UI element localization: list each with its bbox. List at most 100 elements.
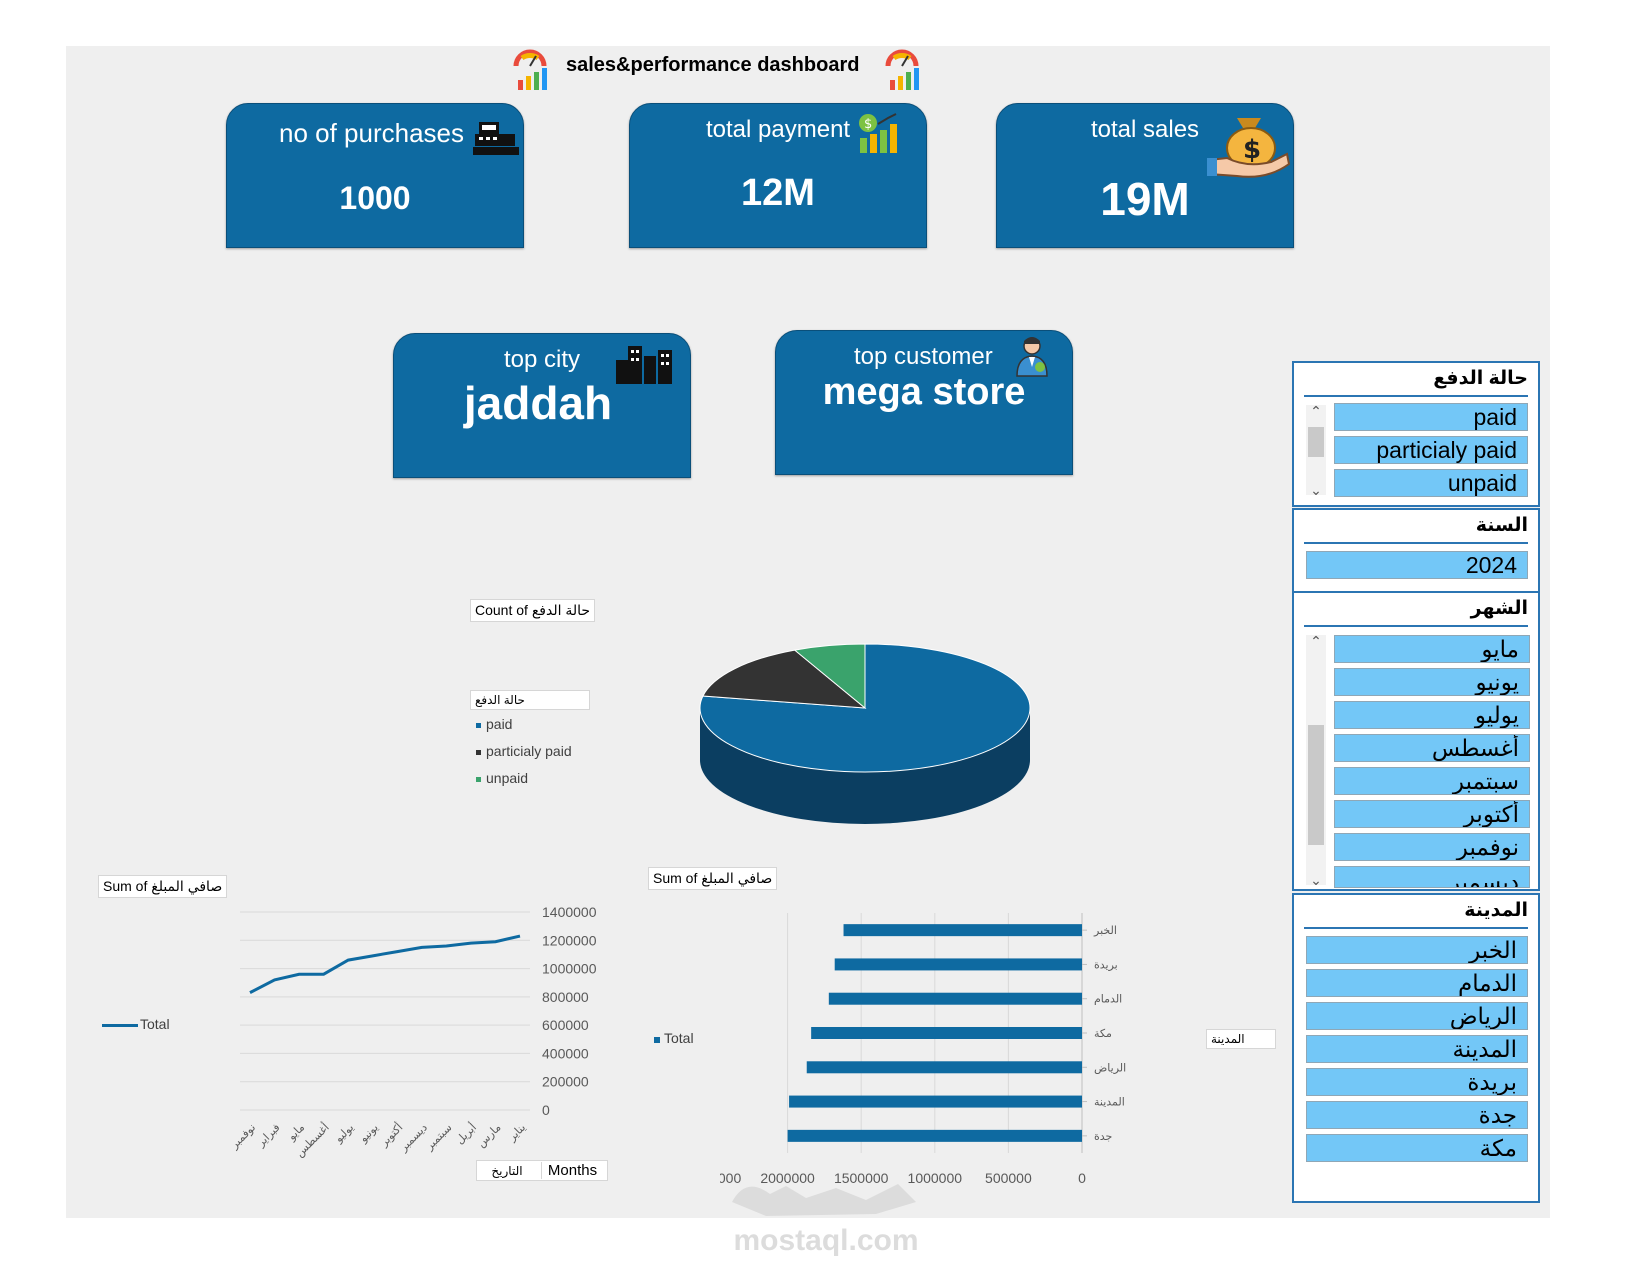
slicer-item-city[interactable]: المدينة xyxy=(1306,1035,1528,1063)
kpi-card-payment[interactable]: total payment $ 12M xyxy=(629,103,927,248)
bar-field-button[interactable]: Sum of صافي المبلغ xyxy=(648,867,778,890)
slicer-divider xyxy=(1304,927,1528,929)
y-tick-label: مكة xyxy=(1094,1027,1112,1040)
pie-chart xyxy=(699,643,1031,824)
x-tick-label: يونيو xyxy=(356,1121,381,1146)
y-tick-label: بريدة xyxy=(1094,958,1118,971)
kpi-label: total payment xyxy=(706,116,851,143)
gauge-chart-icon xyxy=(513,49,547,90)
scroll-down-icon[interactable]: ⌄ xyxy=(1310,482,1322,498)
slicer-item-city[interactable]: الدمام xyxy=(1306,969,1528,997)
slicer-item-month[interactable]: يوليو xyxy=(1334,701,1530,729)
y-tick-label: 1000000 xyxy=(542,961,597,977)
money-growth-chart-icon: $ xyxy=(859,113,897,153)
scroll-up-icon[interactable]: ⌃ xyxy=(1310,633,1322,649)
kpi-card-top-city[interactable]: top city jaddah xyxy=(393,333,691,478)
pie-legend-item: particialy paid xyxy=(476,743,572,759)
x-tick-label: نوفمبر xyxy=(227,1121,258,1152)
slicer-item-particialy-paid[interactable]: particialy paid xyxy=(1334,436,1528,464)
kpi-card-sales[interactable]: total sales $ 19M xyxy=(996,103,1294,248)
customer-person-icon xyxy=(1016,337,1048,377)
line-axis-field-buttons[interactable]: التاريخ Months xyxy=(476,1160,608,1181)
kpi-label: top customer xyxy=(854,343,993,370)
line-chart: 1400000 1200000 1000000 800000 600000 400000 2… xyxy=(227,904,597,1160)
axis-field-months[interactable]: Months xyxy=(540,1162,598,1179)
y-tick-label: 200000 xyxy=(542,1074,589,1090)
slicer-divider xyxy=(1304,542,1528,544)
line-field-button[interactable]: Sum of صافي المبلغ xyxy=(98,875,228,898)
legend-swatch xyxy=(476,776,481,782)
slicer-item-month[interactable]: سبتمبر xyxy=(1334,767,1530,795)
slicer-item-month[interactable]: أكتوبر xyxy=(1334,800,1530,828)
kpi-card-purchases[interactable]: no of purchases 1000 xyxy=(226,103,524,248)
slicer-item-paid[interactable]: paid xyxy=(1334,403,1528,431)
pie-side xyxy=(700,708,1030,824)
slicer-month: الشهر ⌃ ⌄ مايو يونيو يوليو أغسطس سبتمبر … xyxy=(1292,591,1540,891)
bar-axis-field-button[interactable]: المدينة xyxy=(1206,1029,1276,1049)
scroll-up-icon[interactable]: ⌃ xyxy=(1310,403,1322,419)
y-tick-label: الخبر xyxy=(1093,924,1117,937)
slicer-item-2024[interactable]: 2024 xyxy=(1306,551,1528,579)
pie-slice xyxy=(793,643,866,710)
legend-swatch xyxy=(476,749,481,755)
pie-legend-item: unpaid xyxy=(476,770,528,786)
slicer-item-month[interactable]: نوفمبر xyxy=(1334,833,1530,861)
slicer-header: السنة xyxy=(1475,515,1528,536)
scrollbar-thumb[interactable] xyxy=(1308,725,1324,845)
kpi-value: 1000 xyxy=(339,180,411,216)
svg-text:$: $ xyxy=(1243,135,1261,165)
kpi-label: no of purchases xyxy=(279,118,465,148)
bar xyxy=(811,1027,1082,1039)
pie-legend-title[interactable]: حالة الدفع xyxy=(470,690,590,710)
slicer-item-month[interactable]: يونيو xyxy=(1334,668,1530,696)
y-tick-label: المدينة xyxy=(1094,1096,1125,1109)
x-tick-label: 2500000 xyxy=(720,1170,741,1185)
y-tick-label: 1200000 xyxy=(542,932,597,948)
kpi-value: 12M xyxy=(741,172,815,214)
slicer-item-city[interactable]: بريدة xyxy=(1306,1068,1528,1096)
x-tick-label: ديسمبر xyxy=(396,1121,430,1155)
slicer-scrollbar[interactable]: ⌃ ⌄ xyxy=(1306,633,1326,888)
kpi-label: total sales xyxy=(1091,116,1200,143)
pie-field-button[interactable]: Count of حالة الدفع xyxy=(470,599,596,622)
y-tick-label: 600000 xyxy=(542,1017,589,1033)
slicer-item-month[interactable]: مايو xyxy=(1334,635,1530,663)
line-legend-swatch xyxy=(102,1024,138,1027)
x-tick-label: سبتمبر xyxy=(422,1121,454,1153)
slicer-header: حالة الدفع xyxy=(1433,368,1528,389)
axis-field-date[interactable]: التاريخ xyxy=(491,1164,523,1178)
slicer-item-month[interactable]: ديسمبر xyxy=(1334,866,1530,888)
bar-legend-swatch xyxy=(654,1037,660,1043)
x-tick-label: 0 xyxy=(1078,1170,1086,1185)
y-tick-label: 0 xyxy=(542,1102,550,1118)
scrollbar-thumb[interactable] xyxy=(1308,427,1324,457)
slicer-item-month[interactable]: أغسطس xyxy=(1334,734,1530,762)
pie-slice xyxy=(699,643,1031,773)
slicer-item-city[interactable]: جدة xyxy=(1306,1101,1528,1129)
bar xyxy=(828,992,1082,1005)
watermark-logo: mostaql.com xyxy=(732,1184,919,1257)
cash-register-icon xyxy=(473,122,519,155)
y-tick-label: الرياض xyxy=(1094,1061,1126,1074)
money-bag-hand-icon: $ xyxy=(1207,118,1291,178)
scroll-down-icon[interactable]: ⌄ xyxy=(1310,872,1322,888)
slicer-item-city[interactable]: الخبر xyxy=(1306,936,1528,964)
kpi-value: 19M xyxy=(1100,173,1190,225)
slicer-header: المدينة xyxy=(1464,900,1528,921)
slicer-payment-status: حالة الدفع ⌃ ⌄ paid particialy paid unpa… xyxy=(1292,361,1540,507)
city-buildings-icon xyxy=(616,346,672,384)
x-tick-label: يناير xyxy=(505,1121,528,1144)
kpi-label: top city xyxy=(504,346,581,373)
slicer-item-unpaid[interactable]: unpaid xyxy=(1334,469,1528,497)
legend-swatch xyxy=(476,722,481,728)
gauge-chart-icon xyxy=(885,49,919,90)
slicer-item-city[interactable]: الرياض xyxy=(1306,1002,1528,1030)
kpi-card-top-customer[interactable]: top customer mega store xyxy=(775,330,1073,475)
slicer-item-city[interactable]: مكة xyxy=(1306,1134,1528,1162)
x-tick-label: 1500000 xyxy=(834,1170,889,1185)
x-tick-label: 500000 xyxy=(985,1170,1032,1185)
bar xyxy=(787,1129,1082,1142)
slicer-year: السنة 2024 xyxy=(1292,508,1540,594)
svg-text:mostaql.com: mostaql.com xyxy=(733,1224,918,1257)
slicer-scrollbar[interactable]: ⌃ ⌄ xyxy=(1306,403,1326,498)
